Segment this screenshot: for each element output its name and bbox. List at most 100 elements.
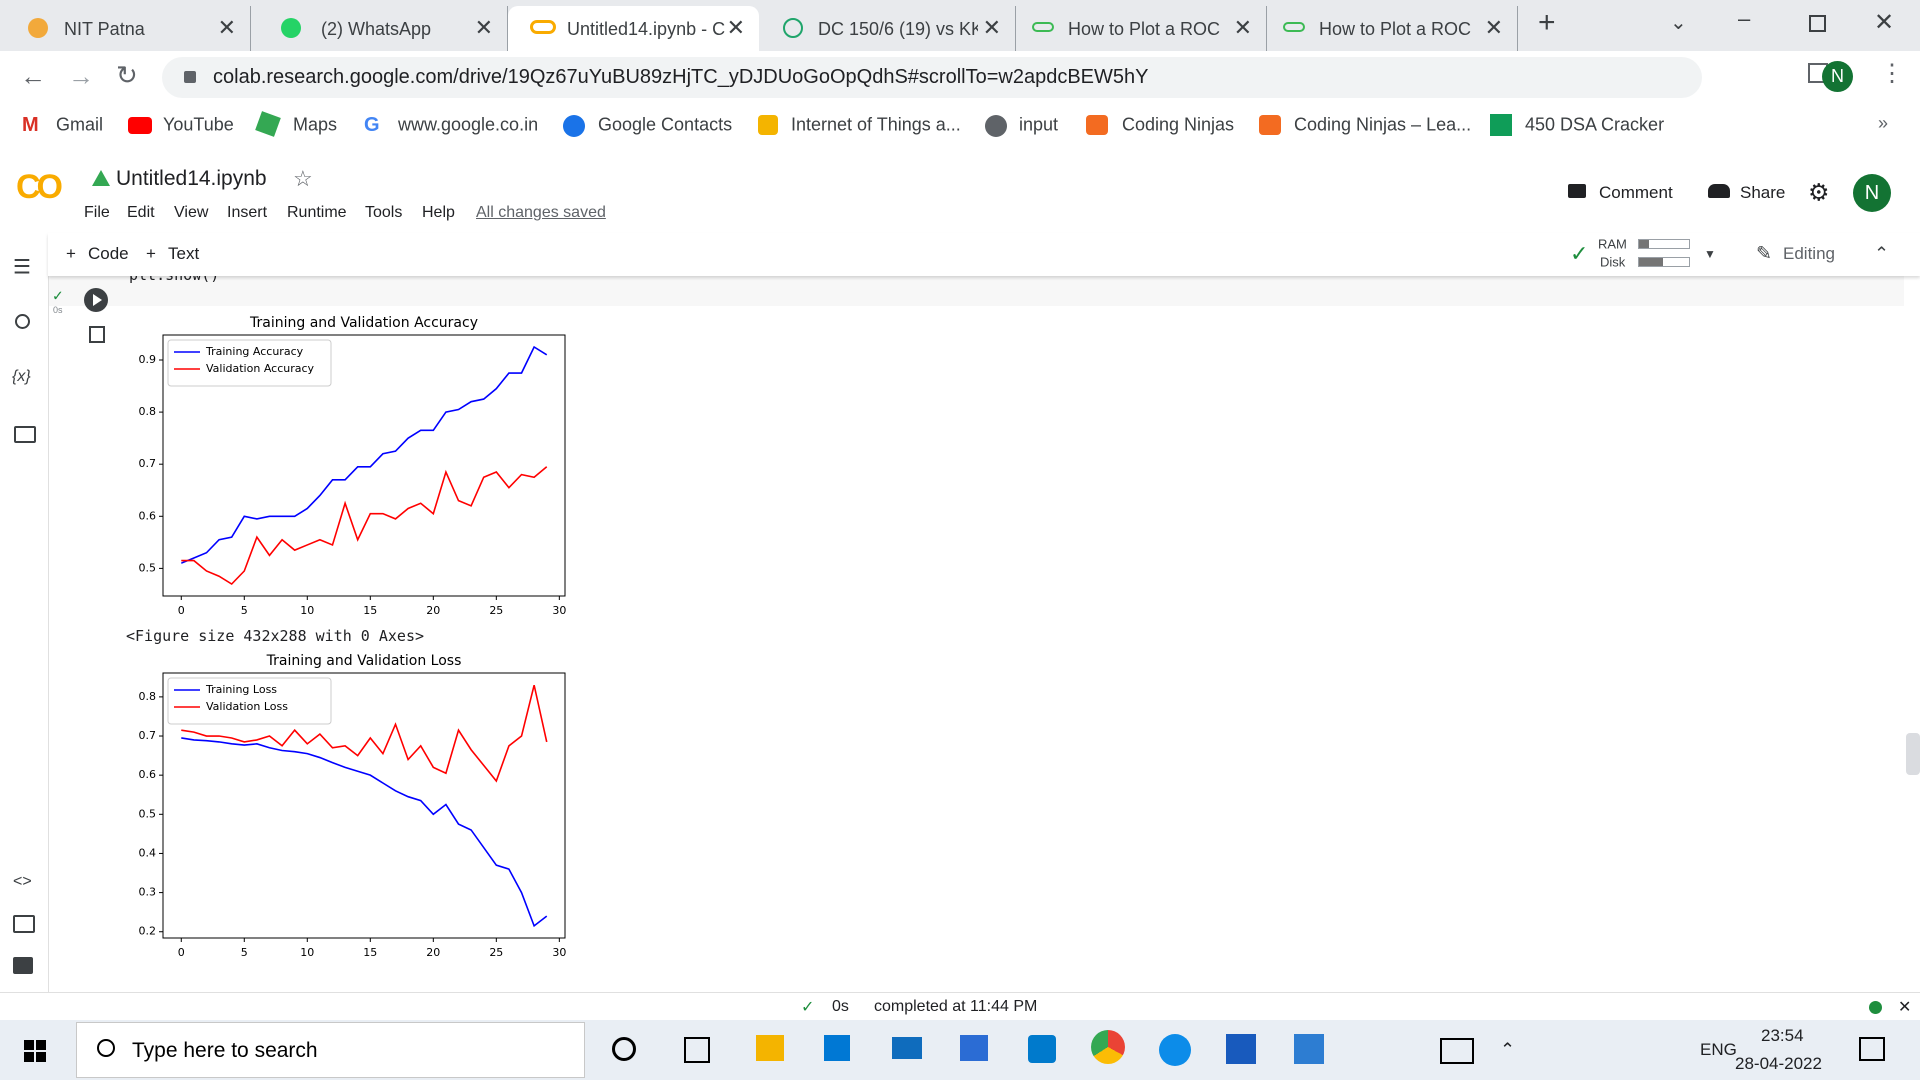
variables-icon[interactable]: {x} <box>12 368 31 385</box>
tab-title: NIT Patna <box>64 19 145 39</box>
y-tick-label: 0.3 <box>139 886 157 899</box>
forward[interactable]: → <box>68 61 94 91</box>
menu-item[interactable]: Help <box>422 204 455 221</box>
minimize[interactable]: – <box>1738 6 1751 31</box>
omnibox[interactable]: colab.research.google.com/drive/19Qz67uY… <box>162 57 1702 98</box>
y-tick-label: 0.6 <box>139 768 157 781</box>
save-status[interactable]: All changes saved <box>476 204 606 221</box>
scrollbar[interactable] <box>1906 733 1920 775</box>
colab-header <box>0 147 1920 234</box>
comment-button[interactable]: Comment <box>1599 183 1673 202</box>
add-text[interactable]: Text <box>168 244 200 263</box>
search-box[interactable]: Type here to search <box>76 1022 585 1078</box>
tab[interactable]: How to Plot a ROC ✕ <box>1267 6 1518 51</box>
bookmark[interactable]: Coding Ninjas <box>1122 114 1235 135</box>
x-tick-label: 30 <box>552 946 566 959</box>
tab-strip: NIT Patna ✕ (2) WhatsApp ✕ Untitled14.ipyn… <box>0 0 1920 51</box>
run-button[interactable] <box>84 288 108 312</box>
status-bar: ✓ 0s completed at 11:44 PM ✕ <box>0 992 1920 1021</box>
cell-output-text: <Figure size 432x288 with 0 Axes> <box>126 627 425 645</box>
plot-frame <box>162 334 566 597</box>
menu-item[interactable]: Tools <box>365 204 403 221</box>
x-tick-label: 5 <box>241 604 248 617</box>
menu-item[interactable]: Insert <box>227 204 268 221</box>
series-line <box>181 466 548 586</box>
tab[interactable]: NIT Patna ✕ <box>0 6 251 51</box>
clock-time[interactable]: 23:54 <box>1761 1026 1804 1045</box>
x-tick-label: 20 <box>426 946 440 959</box>
disk-label: Disk <box>1600 254 1626 270</box>
y-tick-label: 0.8 <box>139 690 157 703</box>
editing-mode[interactable]: Editing <box>1783 244 1835 263</box>
bookmark[interactable]: Gmail <box>56 114 104 135</box>
legend: Training Loss Validation Loss <box>167 677 332 725</box>
tab[interactable]: DC 150/6 (19) vs KK ✕ <box>765 6 1016 51</box>
bookmark[interactable]: 450 DSA Cracker <box>1525 114 1665 135</box>
tab-title: Untitled14.ipynb - C <box>567 19 726 39</box>
profile[interactable]: N <box>1822 61 1853 92</box>
avatar[interactable]: N <box>1853 174 1891 212</box>
new-tab[interactable]: + <box>1538 6 1556 39</box>
y-tick-label: 0.5 <box>139 807 157 820</box>
menu-item[interactable]: View <box>174 204 209 221</box>
x-tick-label: 30 <box>552 604 566 617</box>
reload[interactable]: ↻ <box>116 60 138 90</box>
restore[interactable] <box>1809 15 1826 32</box>
x-tick-label: 10 <box>300 604 314 617</box>
bookmark[interactable]: input <box>1019 114 1059 135</box>
add-code[interactable]: Code <box>88 244 129 263</box>
legend: Training Accuracy Validation Accuracy <box>167 339 332 387</box>
notebook-toolbar: + Code + Text ✓ RAM Disk ▼ ✎ Editing ⌃ <box>48 233 1920 276</box>
search-placeholder: Type here to search <box>132 1039 318 1062</box>
legend-box <box>167 677 332 725</box>
back[interactable]: ← <box>20 61 46 91</box>
menu-item[interactable]: Edit <box>127 204 155 221</box>
tab-title: How to Plot a ROC <box>1319 19 1472 39</box>
bookmark[interactable]: Google Contacts <box>598 114 733 135</box>
tab[interactable]: (2) WhatsApp ✕ <box>257 6 508 51</box>
tab[interactable]: How to Plot a ROC ✕ <box>1016 6 1267 51</box>
menu[interactable]: ⋮ <box>1880 60 1904 87</box>
start[interactable] <box>24 1040 34 1050</box>
cell-run-time: 0s <box>53 305 63 315</box>
taskbar: Type here to search ⌃ ENG 23:54 28-04-20… <box>0 1020 1920 1080</box>
notebook-title[interactable]: Untitled14.ipynb <box>116 167 267 190</box>
y-tick-label: 0.7 <box>139 729 157 742</box>
menu-item[interactable]: Runtime <box>287 204 347 221</box>
x-tick-label: 5 <box>241 946 248 959</box>
x-tick-label: 0 <box>178 946 185 959</box>
tab-active[interactable]: Untitled14.ipynb - C ✕ <box>508 6 759 51</box>
colab-logo[interactable]: CO <box>16 168 63 206</box>
tab-title: DC 150/6 (19) vs KK <box>818 19 978 39</box>
sidebar <box>0 233 49 992</box>
status-message: completed at 11:44 PM <box>874 998 1038 1015</box>
url: colab.research.google.com/drive/19Qz67uY… <box>213 66 1149 88</box>
series-line <box>181 684 548 783</box>
close-window[interactable]: ✕ <box>1874 9 1895 36</box>
chart-title: Training and Validation Loss <box>266 653 462 669</box>
legend-box <box>167 339 332 387</box>
menu-item[interactable]: File <box>84 204 110 221</box>
bookmark[interactable]: Internet of Things a... <box>791 114 961 135</box>
toolbar: ← → ↻ colab.research.google.com/drive/19… <box>0 51 1920 103</box>
cell-output: Training and Validation Accuracy 0.5 0.6 0.… <box>139 315 567 959</box>
bookmark[interactable]: www.google.co.in <box>398 114 539 135</box>
legend-label: Validation Accuracy <box>206 362 315 375</box>
x-tick-label: 10 <box>300 946 314 959</box>
settings[interactable]: ⚙ <box>1808 179 1830 207</box>
language[interactable]: ENG <box>1700 1040 1737 1059</box>
bookmark[interactable]: Maps <box>293 114 338 135</box>
y-tick-label: 0.6 <box>139 509 157 522</box>
x-tick-label: 15 <box>363 946 377 959</box>
share-button[interactable]: Share <box>1740 183 1786 202</box>
tab-search[interactable]: ⌄ <box>1670 12 1687 34</box>
clock-date[interactable]: 28-04-2022 <box>1735 1054 1822 1073</box>
ram-label: RAM <box>1598 236 1627 252</box>
x-tick-label: 15 <box>363 604 377 617</box>
bookmark[interactable]: Coding Ninjas – Lea... <box>1294 114 1472 135</box>
bookmark[interactable]: YouTube <box>163 114 234 135</box>
y-tick-label: 0.4 <box>139 846 157 859</box>
y-tick-label: 0.7 <box>139 457 157 470</box>
y-tick-label: 0.9 <box>139 353 157 366</box>
